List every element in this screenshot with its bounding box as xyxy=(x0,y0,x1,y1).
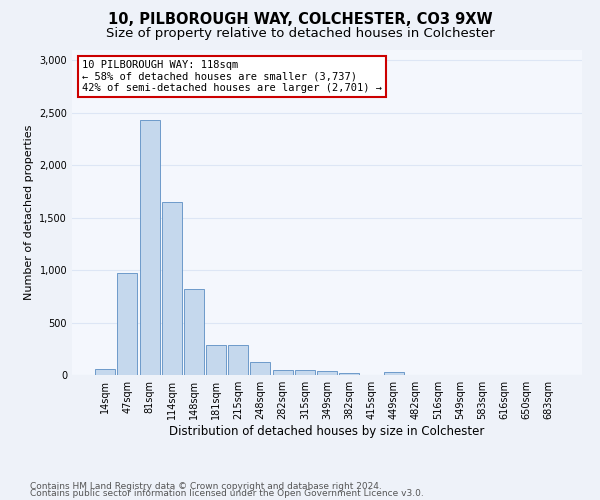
Text: Contains public sector information licensed under the Open Government Licence v3: Contains public sector information licen… xyxy=(30,489,424,498)
Bar xyxy=(140,120,160,375)
Bar xyxy=(295,370,315,375)
Bar xyxy=(383,372,404,375)
Text: Size of property relative to detached houses in Colchester: Size of property relative to detached ho… xyxy=(106,28,494,40)
Text: 10, PILBOROUGH WAY, COLCHESTER, CO3 9XW: 10, PILBOROUGH WAY, COLCHESTER, CO3 9XW xyxy=(107,12,493,28)
Bar xyxy=(250,362,271,375)
Bar xyxy=(317,372,337,375)
Y-axis label: Number of detached properties: Number of detached properties xyxy=(24,125,34,300)
Text: 10 PILBOROUGH WAY: 118sqm
← 58% of detached houses are smaller (3,737)
42% of se: 10 PILBOROUGH WAY: 118sqm ← 58% of detac… xyxy=(82,60,382,93)
Bar xyxy=(339,373,359,375)
Bar xyxy=(118,273,137,375)
Bar xyxy=(206,345,226,375)
Bar xyxy=(228,345,248,375)
Bar xyxy=(184,289,204,375)
X-axis label: Distribution of detached houses by size in Colchester: Distribution of detached houses by size … xyxy=(169,425,485,438)
Bar xyxy=(95,369,115,375)
Text: Contains HM Land Registry data © Crown copyright and database right 2024.: Contains HM Land Registry data © Crown c… xyxy=(30,482,382,491)
Bar xyxy=(272,370,293,375)
Bar xyxy=(162,202,182,375)
